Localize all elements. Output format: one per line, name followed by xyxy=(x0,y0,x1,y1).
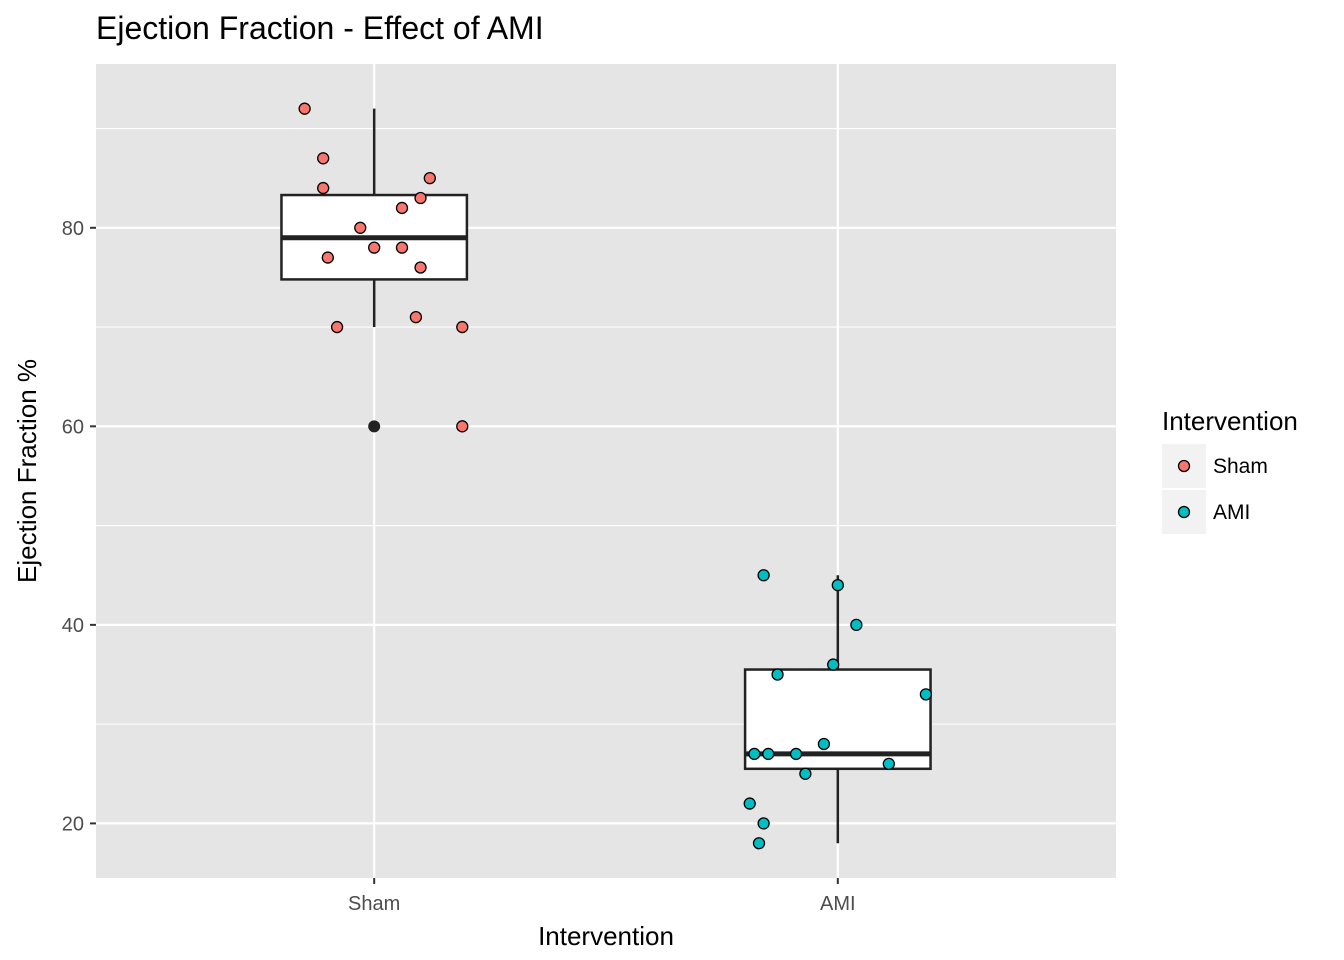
x-axis-title: Intervention xyxy=(538,921,674,951)
legend-items: Sham AMI xyxy=(1162,444,1268,534)
y-tick-label: 40 xyxy=(62,615,84,637)
data-point-ami-19 xyxy=(771,668,784,681)
data-point-ami-26 xyxy=(799,767,812,780)
boxplot-sham xyxy=(280,108,469,433)
legend-marker xyxy=(1177,505,1191,519)
data-point-sham-9 xyxy=(321,251,334,264)
data-point-sham-3 xyxy=(317,181,330,195)
y-tick-label: 60 xyxy=(62,416,84,438)
data-point-sham-12 xyxy=(330,320,344,334)
outlier-point xyxy=(368,420,381,433)
data-point-sham-5 xyxy=(395,201,409,215)
data-point-ami-16 xyxy=(831,579,844,592)
data-point-ami-25 xyxy=(882,757,895,770)
data-point-sham-1 xyxy=(317,152,330,165)
data-point-sham-14 xyxy=(456,420,469,433)
data-point-ami-23 xyxy=(762,747,775,761)
jitter-points xyxy=(298,102,933,850)
data-point-sham-7 xyxy=(368,241,381,254)
axes: 20 40 60 80 Sham AMI xyxy=(62,218,856,915)
data-point-ami-21 xyxy=(817,737,831,751)
data-point-ami-18 xyxy=(827,658,840,671)
data-point-sham-11 xyxy=(409,310,423,324)
y-tick-label: 80 xyxy=(62,218,84,240)
data-point-ami-24 xyxy=(789,747,803,761)
legend-title: Intervention xyxy=(1162,406,1298,436)
data-point-sham-10 xyxy=(414,261,427,274)
data-point-ami-22 xyxy=(748,747,761,761)
x-tick-label-ami: AMI xyxy=(820,893,856,915)
data-point-sham-4 xyxy=(414,191,427,205)
data-point-sham-8 xyxy=(395,241,409,254)
data-point-ami-29 xyxy=(752,837,766,850)
legend-item-sham: Sham xyxy=(1162,444,1268,488)
data-point-ami-15 xyxy=(757,569,770,582)
data-point-ami-27 xyxy=(743,797,756,810)
chart-title: Ejection Fraction - Effect of AMI xyxy=(96,10,544,46)
data-point-sham-0 xyxy=(298,102,311,115)
legend-label: Sham xyxy=(1213,455,1268,478)
y-axis-title: Ejection Fraction % xyxy=(12,359,42,583)
legend-label: AMI xyxy=(1213,501,1250,524)
plot-panel xyxy=(96,64,1116,878)
data-point-ami-20 xyxy=(919,688,933,701)
x-tick-label-sham: Sham xyxy=(348,893,400,915)
legend-marker xyxy=(1177,459,1191,473)
data-point-ami-17 xyxy=(850,618,863,632)
y-tick-label: 20 xyxy=(62,813,84,835)
legend-item-ami: AMI xyxy=(1162,490,1250,534)
legend: Intervention Sham AMI xyxy=(1162,406,1298,534)
data-point-sham-13 xyxy=(456,320,469,334)
data-point-sham-6 xyxy=(354,221,367,234)
data-point-ami-28 xyxy=(757,817,770,830)
data-point-sham-2 xyxy=(423,172,436,185)
